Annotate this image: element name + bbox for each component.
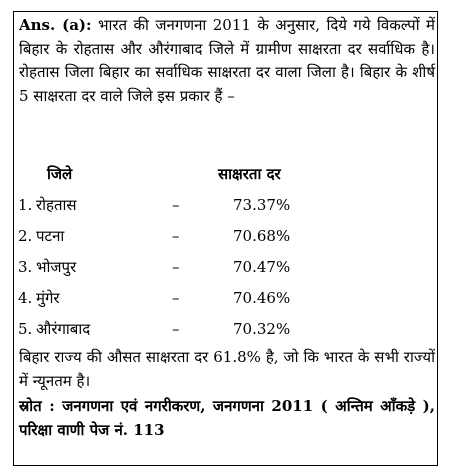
row-value: 70.32%: [233, 320, 291, 338]
row-value: 70.68%: [233, 227, 291, 245]
row-number: 4.: [18, 289, 33, 307]
source-citation: स्रोत : जनगणना एवं नगरीकरण, जनगणना 2011 …: [19, 397, 435, 439]
answer-intro-text: भारत की जनगणना 2011 के अनुसार, दिये गये …: [19, 16, 435, 105]
table-headers: जिले साक्षरता दर: [0, 164, 449, 188]
row-value: 70.46%: [233, 289, 291, 307]
answer-intro: Ans. (a): भारत की जनगणना 2011 के अनुसार,…: [19, 14, 435, 108]
table-row: 3. भोजपुर – 70.47%: [0, 255, 449, 279]
row-number: 1.: [18, 196, 33, 214]
row-district: रोहतास: [36, 196, 77, 214]
table-row: 5. औरंगाबाद – 70.32%: [0, 317, 449, 341]
summary-text: बिहार राज्य की औसत साक्षरता दर 61.8% है,…: [19, 348, 435, 390]
row-dash: –: [172, 320, 180, 338]
table-row: 1. रोहतास – 73.37%: [0, 193, 449, 217]
row-district: औरंगाबाद: [36, 320, 91, 338]
row-dash: –: [172, 196, 180, 214]
header-literacy-rate: साक्षरता दर: [218, 165, 281, 183]
answer-box: [13, 11, 438, 466]
answer-label: Ans. (a):: [19, 16, 92, 34]
row-number: 2.: [18, 227, 33, 245]
row-dash: –: [172, 227, 180, 245]
header-district: जिले: [47, 165, 73, 183]
row-value: 70.47%: [233, 258, 291, 276]
table-row: 4. मुंगेर – 70.46%: [0, 286, 449, 310]
row-value: 73.37%: [233, 196, 291, 214]
row-district: मुंगेर: [36, 289, 60, 307]
row-dash: –: [172, 289, 180, 307]
row-district: भोजपुर: [36, 258, 77, 276]
row-district: पटना: [36, 227, 65, 245]
table-row: 2. पटना – 70.68%: [0, 224, 449, 248]
row-number: 3.: [18, 258, 33, 276]
row-number: 5.: [18, 320, 33, 338]
row-dash: –: [172, 258, 180, 276]
